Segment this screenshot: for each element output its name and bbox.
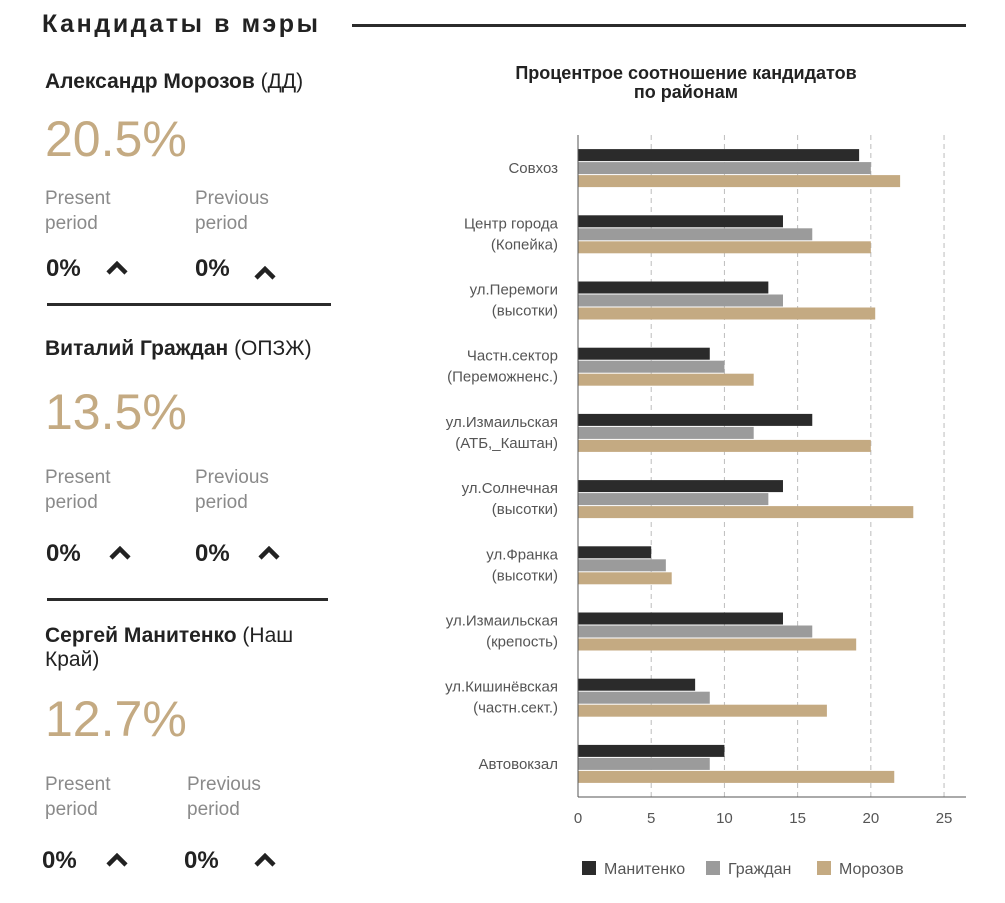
candidate-percent: 13.5% (45, 384, 187, 440)
category-label: ул.Измаильская (крепость) (446, 613, 558, 651)
bar (578, 228, 813, 241)
bar (578, 413, 813, 426)
bar (578, 678, 696, 691)
candidate-name: Александр Морозов (ДД) (45, 70, 304, 93)
x-tick-label: 25 (936, 810, 953, 827)
bar (578, 426, 754, 439)
candidate-divider (47, 303, 331, 306)
caret-up-icon (254, 266, 276, 280)
candidate-percent: 20.5% (45, 111, 187, 167)
x-tick-label: 0 (574, 810, 582, 827)
bar (578, 546, 652, 559)
legend-label: Граждан (728, 861, 791, 878)
chart-title: Процентрое соотношение кандидатов по райо… (515, 63, 856, 102)
bar (578, 162, 871, 175)
x-tick-label: 10 (716, 810, 733, 827)
category-label: ул.Солнечная (высотки) (462, 480, 558, 518)
legend-swatch (706, 861, 720, 875)
category-label: Совхоз (508, 160, 558, 177)
previous-period-label: Previous period (195, 467, 269, 513)
x-tick-label: 15 (789, 810, 806, 827)
bar (578, 307, 876, 320)
present-period-value: 0% (46, 540, 81, 567)
bar (578, 294, 783, 307)
header-rule (352, 24, 966, 27)
present-period-label: Present period (45, 188, 111, 234)
bar (578, 480, 783, 493)
x-tick-label: 20 (862, 810, 879, 827)
candidate-divider (47, 598, 328, 601)
present-period-label: Present period (45, 774, 111, 820)
bar (578, 241, 871, 254)
previous-period-label: Previous period (187, 774, 261, 820)
bar (578, 757, 710, 770)
candidate-name: Сергей Манитенко (Наш Край) (45, 624, 294, 671)
caret-up-icon (109, 546, 131, 560)
bar (578, 175, 901, 188)
bar (578, 612, 783, 625)
bar (578, 572, 672, 585)
bar (578, 506, 914, 519)
bar (578, 149, 860, 162)
legend-label: Морозов (839, 861, 904, 878)
category-label: Автовокзал (478, 756, 558, 773)
bar (578, 215, 783, 228)
bar (578, 347, 710, 360)
candidate-name: Виталий Граждан (ОПЗЖ) (45, 337, 312, 360)
bar (578, 744, 725, 757)
caret-up-icon (254, 853, 276, 867)
candidate-percent: 12.7% (45, 691, 187, 747)
category-label: Центр города (Копейка) (464, 215, 559, 253)
bar (578, 439, 871, 452)
bar (578, 281, 769, 294)
x-tick-label: 5 (647, 810, 655, 827)
category-label: ул.Измаильская (АТБ,_Каштан) (446, 414, 558, 452)
caret-up-icon (258, 546, 280, 560)
bar (578, 373, 754, 386)
previous-period-label: Previous period (195, 188, 269, 234)
previous-period-value: 0% (195, 255, 230, 282)
bar (578, 770, 895, 783)
previous-period-value: 0% (184, 847, 219, 874)
category-label: ул.Франка (высотки) (486, 546, 558, 584)
present-period-value: 0% (46, 255, 81, 282)
page-title: Кандидаты в мэры (42, 10, 321, 38)
bar (578, 625, 813, 638)
bar (578, 704, 827, 717)
present-period-label: Present period (45, 467, 111, 513)
present-period-value: 0% (42, 847, 77, 874)
bar (578, 691, 710, 704)
bar (578, 493, 769, 506)
category-label: ул.Перемоги (высотки) (470, 282, 558, 320)
bar (578, 559, 666, 572)
legend-swatch (582, 861, 596, 875)
legend-swatch (817, 861, 831, 875)
category-label: Частн.сектор (Переможненс.) (447, 348, 558, 386)
caret-up-icon (106, 853, 128, 867)
legend-label: Манитенко (604, 861, 685, 878)
bar (578, 360, 725, 373)
previous-period-value: 0% (195, 540, 230, 567)
bar (578, 638, 857, 651)
caret-up-icon (106, 261, 128, 275)
category-label: ул.Кишинёвская (частн.сект.) (445, 679, 558, 717)
